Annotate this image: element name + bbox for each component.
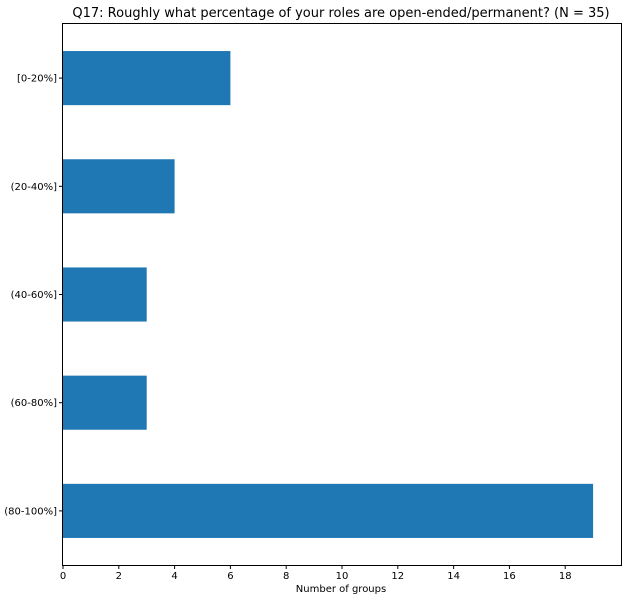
x-tick-label: 2	[116, 571, 122, 582]
y-tick-label: (60-80%]	[11, 398, 57, 409]
x-tick-label: 10	[336, 571, 349, 582]
x-tick-label: 6	[227, 571, 233, 582]
chart-title: Q17: Roughly what percentage of your rol…	[72, 6, 609, 21]
x-tick-label: 0	[60, 571, 66, 582]
bar-5	[63, 483, 594, 538]
bar-2	[63, 159, 175, 214]
x-axis-label: Number of groups	[296, 584, 386, 595]
x-tick-label: 14	[447, 571, 460, 582]
x-tick-label: 8	[283, 571, 289, 582]
x-axis-ticks: 0 2 4 6 8 10 12 14 16 18	[60, 565, 572, 582]
bar-3	[63, 267, 147, 322]
y-tick-label: (80-100%]	[4, 506, 57, 517]
bars-group	[63, 51, 594, 538]
y-tick-label: [0-20%]	[17, 74, 57, 85]
x-tick-label: 12	[391, 571, 404, 582]
bar-1	[63, 51, 231, 106]
x-tick-label: 16	[503, 571, 516, 582]
x-tick-label: 18	[559, 571, 572, 582]
bar-4	[63, 375, 147, 430]
y-tick-label: (40-60%]	[11, 290, 57, 301]
x-tick-label: 4	[171, 571, 177, 582]
y-axis-ticks: [0-20%] (20-40%] (40-60%] (60-80%] (80-100%]	[4, 74, 63, 517]
y-tick-label: (20-40%]	[11, 182, 57, 193]
